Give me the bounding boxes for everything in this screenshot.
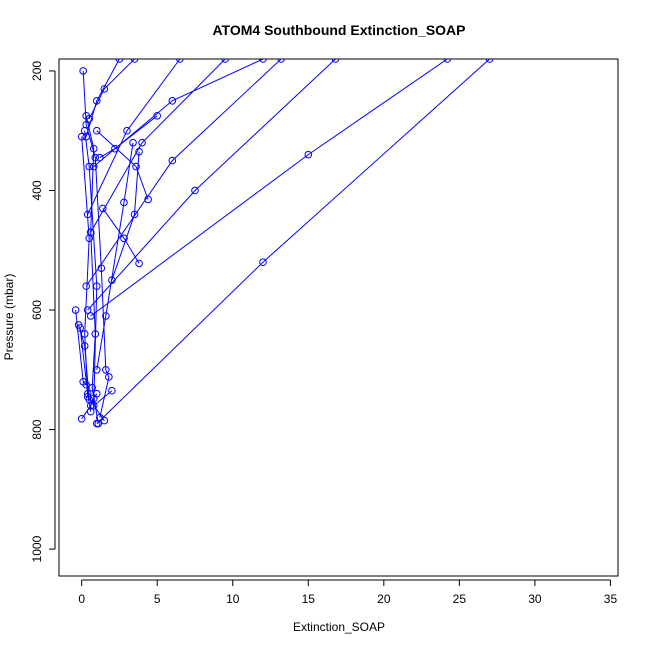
data-point [132,162,140,171]
data-point [91,153,100,162]
series-line [82,70,110,418]
data-point [259,59,267,63]
data-point [85,114,94,123]
data-point [86,401,95,410]
y-tick-label: 600 [30,300,44,320]
series-line [84,130,113,407]
series-line [75,309,87,386]
data-point [74,321,83,329]
data-point [130,59,139,63]
series-line [96,130,149,200]
data-point [108,386,116,395]
data-point [129,138,137,147]
series-line [93,59,264,167]
series-line [81,393,98,420]
y-axis: 200 400 600 800 1000 [30,61,56,562]
series-line [90,59,448,317]
series-line [88,59,135,120]
x-tick-label: 10 [226,592,240,606]
data-point [120,198,128,207]
data-point [331,59,340,63]
data-point [277,59,285,63]
plot-frame [58,58,619,577]
data-point [86,228,95,237]
plot-border [58,58,619,577]
data-point [176,59,184,63]
data-point [89,162,98,171]
data-point [83,306,92,314]
data-point [123,126,131,135]
series-line [90,59,226,233]
x-tick-label: 30 [528,592,542,606]
data-point [85,162,94,171]
y-tick-label: 1000 [30,535,44,562]
data-point [86,407,95,416]
series-layer [71,59,494,428]
data-point [259,258,267,267]
data-point [135,259,143,268]
data-point [105,373,113,381]
series-line [79,327,92,412]
series-line [85,59,120,137]
data-point [92,126,101,135]
data-point [100,85,109,93]
data-point [138,138,146,147]
data-point [83,210,92,219]
data-point [168,156,177,165]
x-tick-label: 0 [78,592,85,606]
x-tick-label: 15 [302,592,316,606]
data-point [221,59,229,63]
data-point [102,312,110,320]
data-point [304,150,313,159]
series-line [111,151,140,281]
x-tick-label: 5 [154,592,161,606]
series-group [71,59,494,428]
data-point [77,415,86,423]
data-point [88,383,97,392]
data-point [191,186,199,195]
data-point [443,59,452,63]
data-point [115,59,124,63]
data-point [89,144,98,153]
data-point [92,365,101,374]
data-point [71,306,80,314]
data-point [168,97,177,105]
x-axis: 0 5 10 15 20 25 30 35 [78,579,618,606]
y-tick-label: 200 [30,61,44,81]
series-line [87,59,336,311]
series-line [85,59,282,287]
y-tick-label: 800 [30,419,44,439]
data-point [100,416,109,425]
data-point [485,59,494,63]
series-line [102,208,140,264]
data-point [79,67,87,75]
data-point [82,380,90,389]
data-point [80,342,89,350]
x-tick-label: 20 [377,592,391,606]
y-axis-label: Pressure (mbar) [2,274,16,361]
series-line [87,59,181,215]
data-point [92,419,101,428]
data-point [102,365,110,374]
x-tick-label: 25 [453,592,467,606]
data-point [92,282,101,290]
series-line [96,142,134,370]
data-point [130,210,139,219]
data-point [120,234,128,243]
data-point [82,132,90,141]
chart-title: ATOM4 Southbound Extinction_SOAP [212,22,465,38]
series-line [96,59,490,424]
x-tick-label: 35 [604,592,618,606]
data-point [82,282,90,290]
data-point [86,312,95,320]
x-axis-label: Extinction_SOAP [293,620,385,634]
data-point [92,389,101,398]
y-tick-label: 400 [30,180,44,200]
